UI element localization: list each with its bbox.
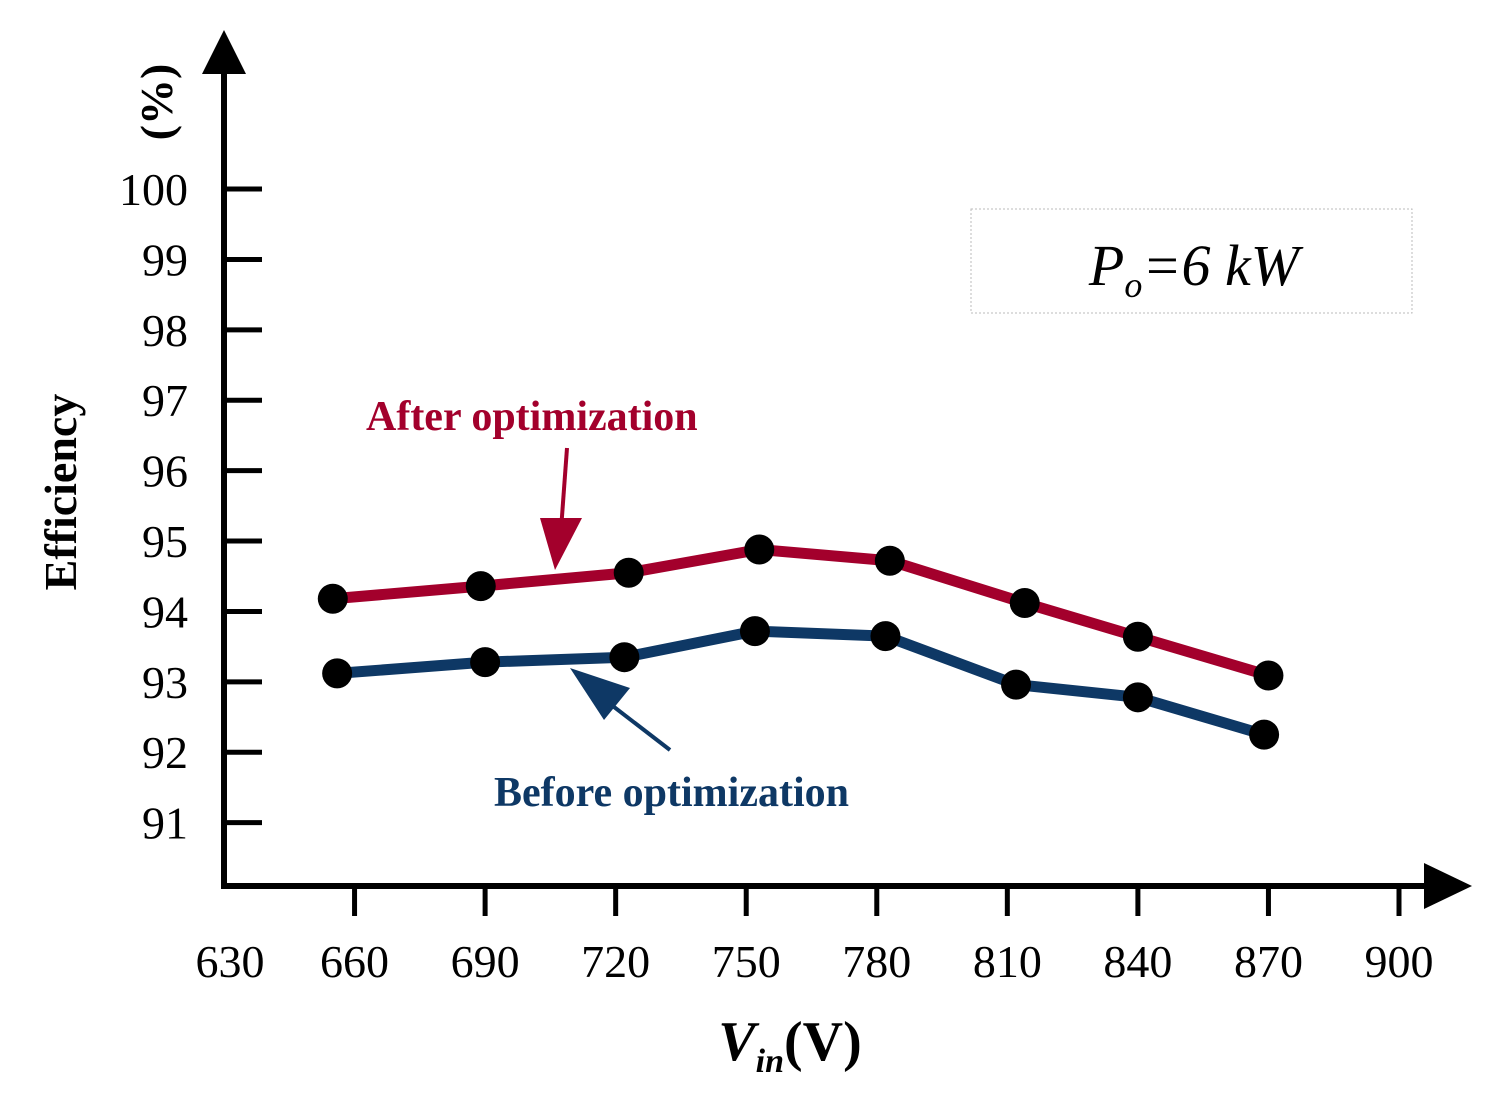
x-axis-arrowhead — [1424, 863, 1472, 909]
data-point-after — [1122, 621, 1153, 652]
y-axis-unit: (%) — [131, 64, 182, 141]
data-point-after — [317, 583, 348, 614]
data-point-before — [870, 621, 901, 652]
y-tick-label: 94 — [142, 586, 188, 637]
y-tick-label: 100 — [119, 164, 188, 215]
x-ticks: 630 660 690 720 750 780 810 840 870 900 — [196, 886, 1434, 987]
x-tick-label: 750 — [712, 936, 781, 987]
y-tick-label: 99 — [142, 234, 188, 285]
data-point-after — [1009, 587, 1040, 618]
series-layer — [317, 534, 1284, 750]
y-ticks: 91 92 93 94 95 96 97 98 99 100 — [119, 164, 262, 849]
x-tick-label: 660 — [320, 936, 389, 987]
x-axis-title-unit: (V) — [784, 1011, 862, 1073]
y-tick-label: 98 — [142, 305, 188, 356]
y-tick-label: 95 — [142, 516, 188, 567]
annotation-after: After optimization — [366, 394, 698, 440]
data-point-before — [609, 642, 640, 673]
param-text: Po=6 kW — [1088, 233, 1304, 305]
annotation-before: Before optimization — [494, 770, 849, 816]
x-tick-label: 870 — [1234, 936, 1303, 987]
data-point-before — [1122, 682, 1153, 713]
y-tick-label: 97 — [142, 375, 188, 426]
param-sub: o — [1124, 265, 1142, 305]
data-point-before — [1249, 719, 1280, 750]
data-point-after — [613, 557, 644, 588]
data-point-after — [465, 571, 496, 602]
y-axis-unit-group: (%) — [131, 64, 182, 141]
data-point-before — [470, 647, 501, 678]
data-point-before — [1001, 669, 1032, 700]
y-tick-label: 93 — [142, 657, 188, 708]
series-line-before — [331, 625, 1270, 741]
x-tick-label: 900 — [1365, 936, 1434, 987]
data-point-after — [1253, 660, 1284, 691]
param-box — [970, 208, 1413, 314]
data-point-before — [322, 658, 353, 689]
x-tick-label: 840 — [1103, 936, 1172, 987]
x-axis-title: Vin(V) — [718, 1011, 861, 1080]
x-tick-label: 630 — [196, 936, 265, 987]
y-tick-label: 96 — [142, 446, 188, 497]
y-axis-title: Efficiency — [35, 394, 86, 591]
x-axis-title-sub: in — [756, 1043, 784, 1080]
y-tick-label: 92 — [142, 727, 188, 778]
annotation-before-arrow-shaft — [603, 698, 672, 752]
annotation-before-arrowhead — [570, 668, 630, 720]
x-tick-label: 810 — [973, 936, 1042, 987]
annotation-after-arrowhead — [540, 518, 582, 570]
x-tick-label: 690 — [451, 936, 520, 987]
y-axis-arrowhead — [202, 30, 246, 74]
series-line-after — [327, 543, 1274, 682]
param-rest: =6 kW — [1142, 233, 1303, 298]
data-point-after — [874, 545, 905, 576]
data-point-before — [739, 616, 770, 647]
param-p: P — [1088, 233, 1124, 298]
x-tick-label: 720 — [581, 936, 650, 987]
annotation-after-arrow-shaft — [559, 447, 569, 531]
y-axis-title-group: Efficiency — [35, 394, 86, 591]
x-tick-label: 780 — [842, 936, 911, 987]
data-point-after — [744, 534, 775, 565]
x-axis-title-var: V — [718, 1011, 760, 1073]
y-tick-label: 91 — [142, 798, 188, 849]
